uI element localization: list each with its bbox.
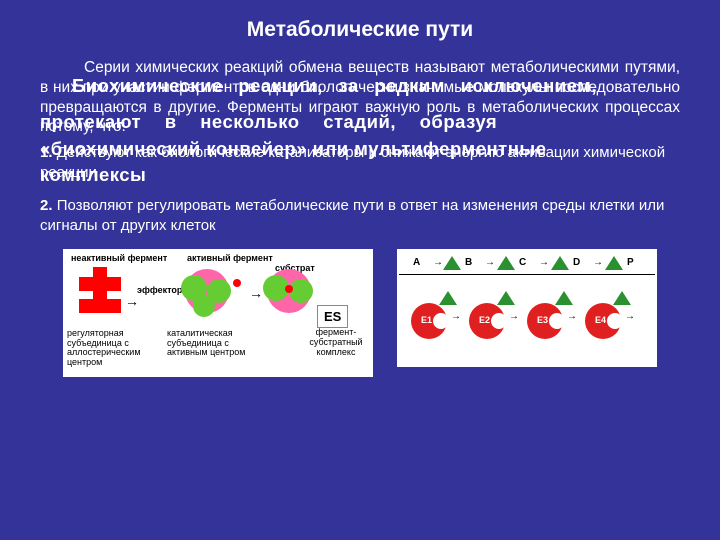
fig2-E4: E4 [595,315,606,325]
fig1-label-reg: регуляторная субъединица с аллостерическ… [67,329,147,367]
figure-pathway: A → B → C → D → P E1 E2 E3 E4 → → → → [397,249,657,367]
item2-text: Позволяют регулировать метаболические пу… [40,197,664,234]
fig2-top-row: A → B → C → D → P [399,251,655,275]
fig1-red-shape [79,299,121,313]
item2-num: 2. [40,197,53,214]
list-item-2: 2. Позволяют регулировать метаболические… [40,196,680,235]
fig2-E2: E2 [479,315,490,325]
fig1-active-blob [193,295,215,317]
fig1-es-blob [289,279,313,303]
fig2-tri-icon [555,291,573,305]
overlay-line-3: «биохимический конвейер» или мультиферме… [40,138,546,160]
overlay-line-2: протекают в несколько стадий, образуя [40,111,497,133]
fig2-tri-icon [551,256,569,270]
fig1-label-cat: каталитическая субъединица с активным це… [167,329,257,357]
fig2-tri-icon [497,291,515,305]
figure-enzyme: неактивный фермент активный фермент субс… [63,249,373,377]
figures-row: неактивный фермент активный фермент субс… [40,249,680,377]
fig1-es-sub: фермент-субстратный комплекс [301,327,371,357]
overlay-line-4: комплексы [40,164,146,186]
fig2-tri-icon [497,256,515,270]
fig2-tri-icon [439,291,457,305]
fig2-tri-icon [613,291,631,305]
fig2-P: P [627,257,634,268]
fig1-es-label: ES [317,305,348,328]
fig2-E1: E1 [421,315,432,325]
fig2-tri-icon [443,256,461,270]
page-title: Метаболические пути [40,18,680,42]
content-block: Серии химических реакций обмена веществ … [40,58,680,235]
fig2-C: C [519,257,526,268]
fig1-label-active: активный фермент [187,253,273,263]
fig1-arrow-icon: → [125,293,139,309]
fig2-D: D [573,257,580,268]
fig2-tri-icon [605,256,623,270]
fig1-label-inactive: неактивный фермент [71,253,167,263]
overlay-line-1: Биохимические реакции, за редким исключе… [72,75,597,97]
fig1-arrow-icon: → [249,285,263,301]
fig2-B: B [465,257,472,268]
fig1-substrate-dot [233,279,241,287]
fig1-label-effector: эффектор [137,285,182,295]
fig2-E3: E3 [537,315,548,325]
fig2-A: A [413,257,420,268]
